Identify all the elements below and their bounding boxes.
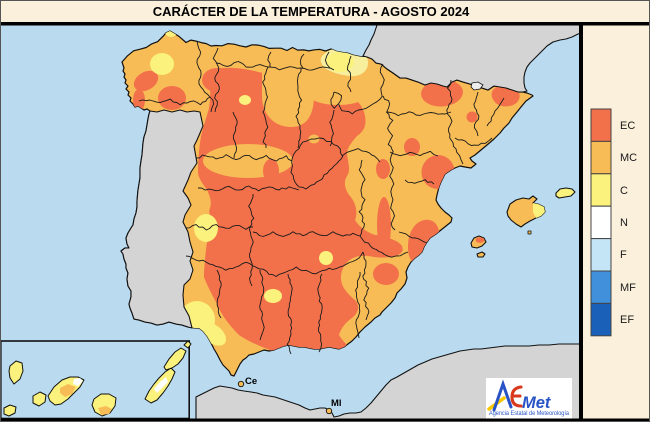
svg-text:EF: EF bbox=[620, 314, 634, 326]
svg-text:MC: MC bbox=[620, 152, 637, 164]
svg-text:EC: EC bbox=[620, 120, 635, 132]
svg-text:Ce: Ce bbox=[245, 376, 257, 387]
svg-text:N: N bbox=[620, 217, 628, 229]
svg-text:Ml: Ml bbox=[331, 398, 342, 409]
svg-text:MF: MF bbox=[620, 282, 636, 294]
svg-text:Met: Met bbox=[522, 394, 552, 412]
svg-text:Agencia Estatal de Meteorologí: Agencia Estatal de Meteorología bbox=[489, 410, 569, 417]
svg-text:C: C bbox=[620, 185, 628, 197]
svg-text:CARÁCTER DE LA TEMPERATURA - A: CARÁCTER DE LA TEMPERATURA - AGOSTO 2024 bbox=[153, 4, 470, 19]
svg-text:F: F bbox=[620, 249, 627, 261]
